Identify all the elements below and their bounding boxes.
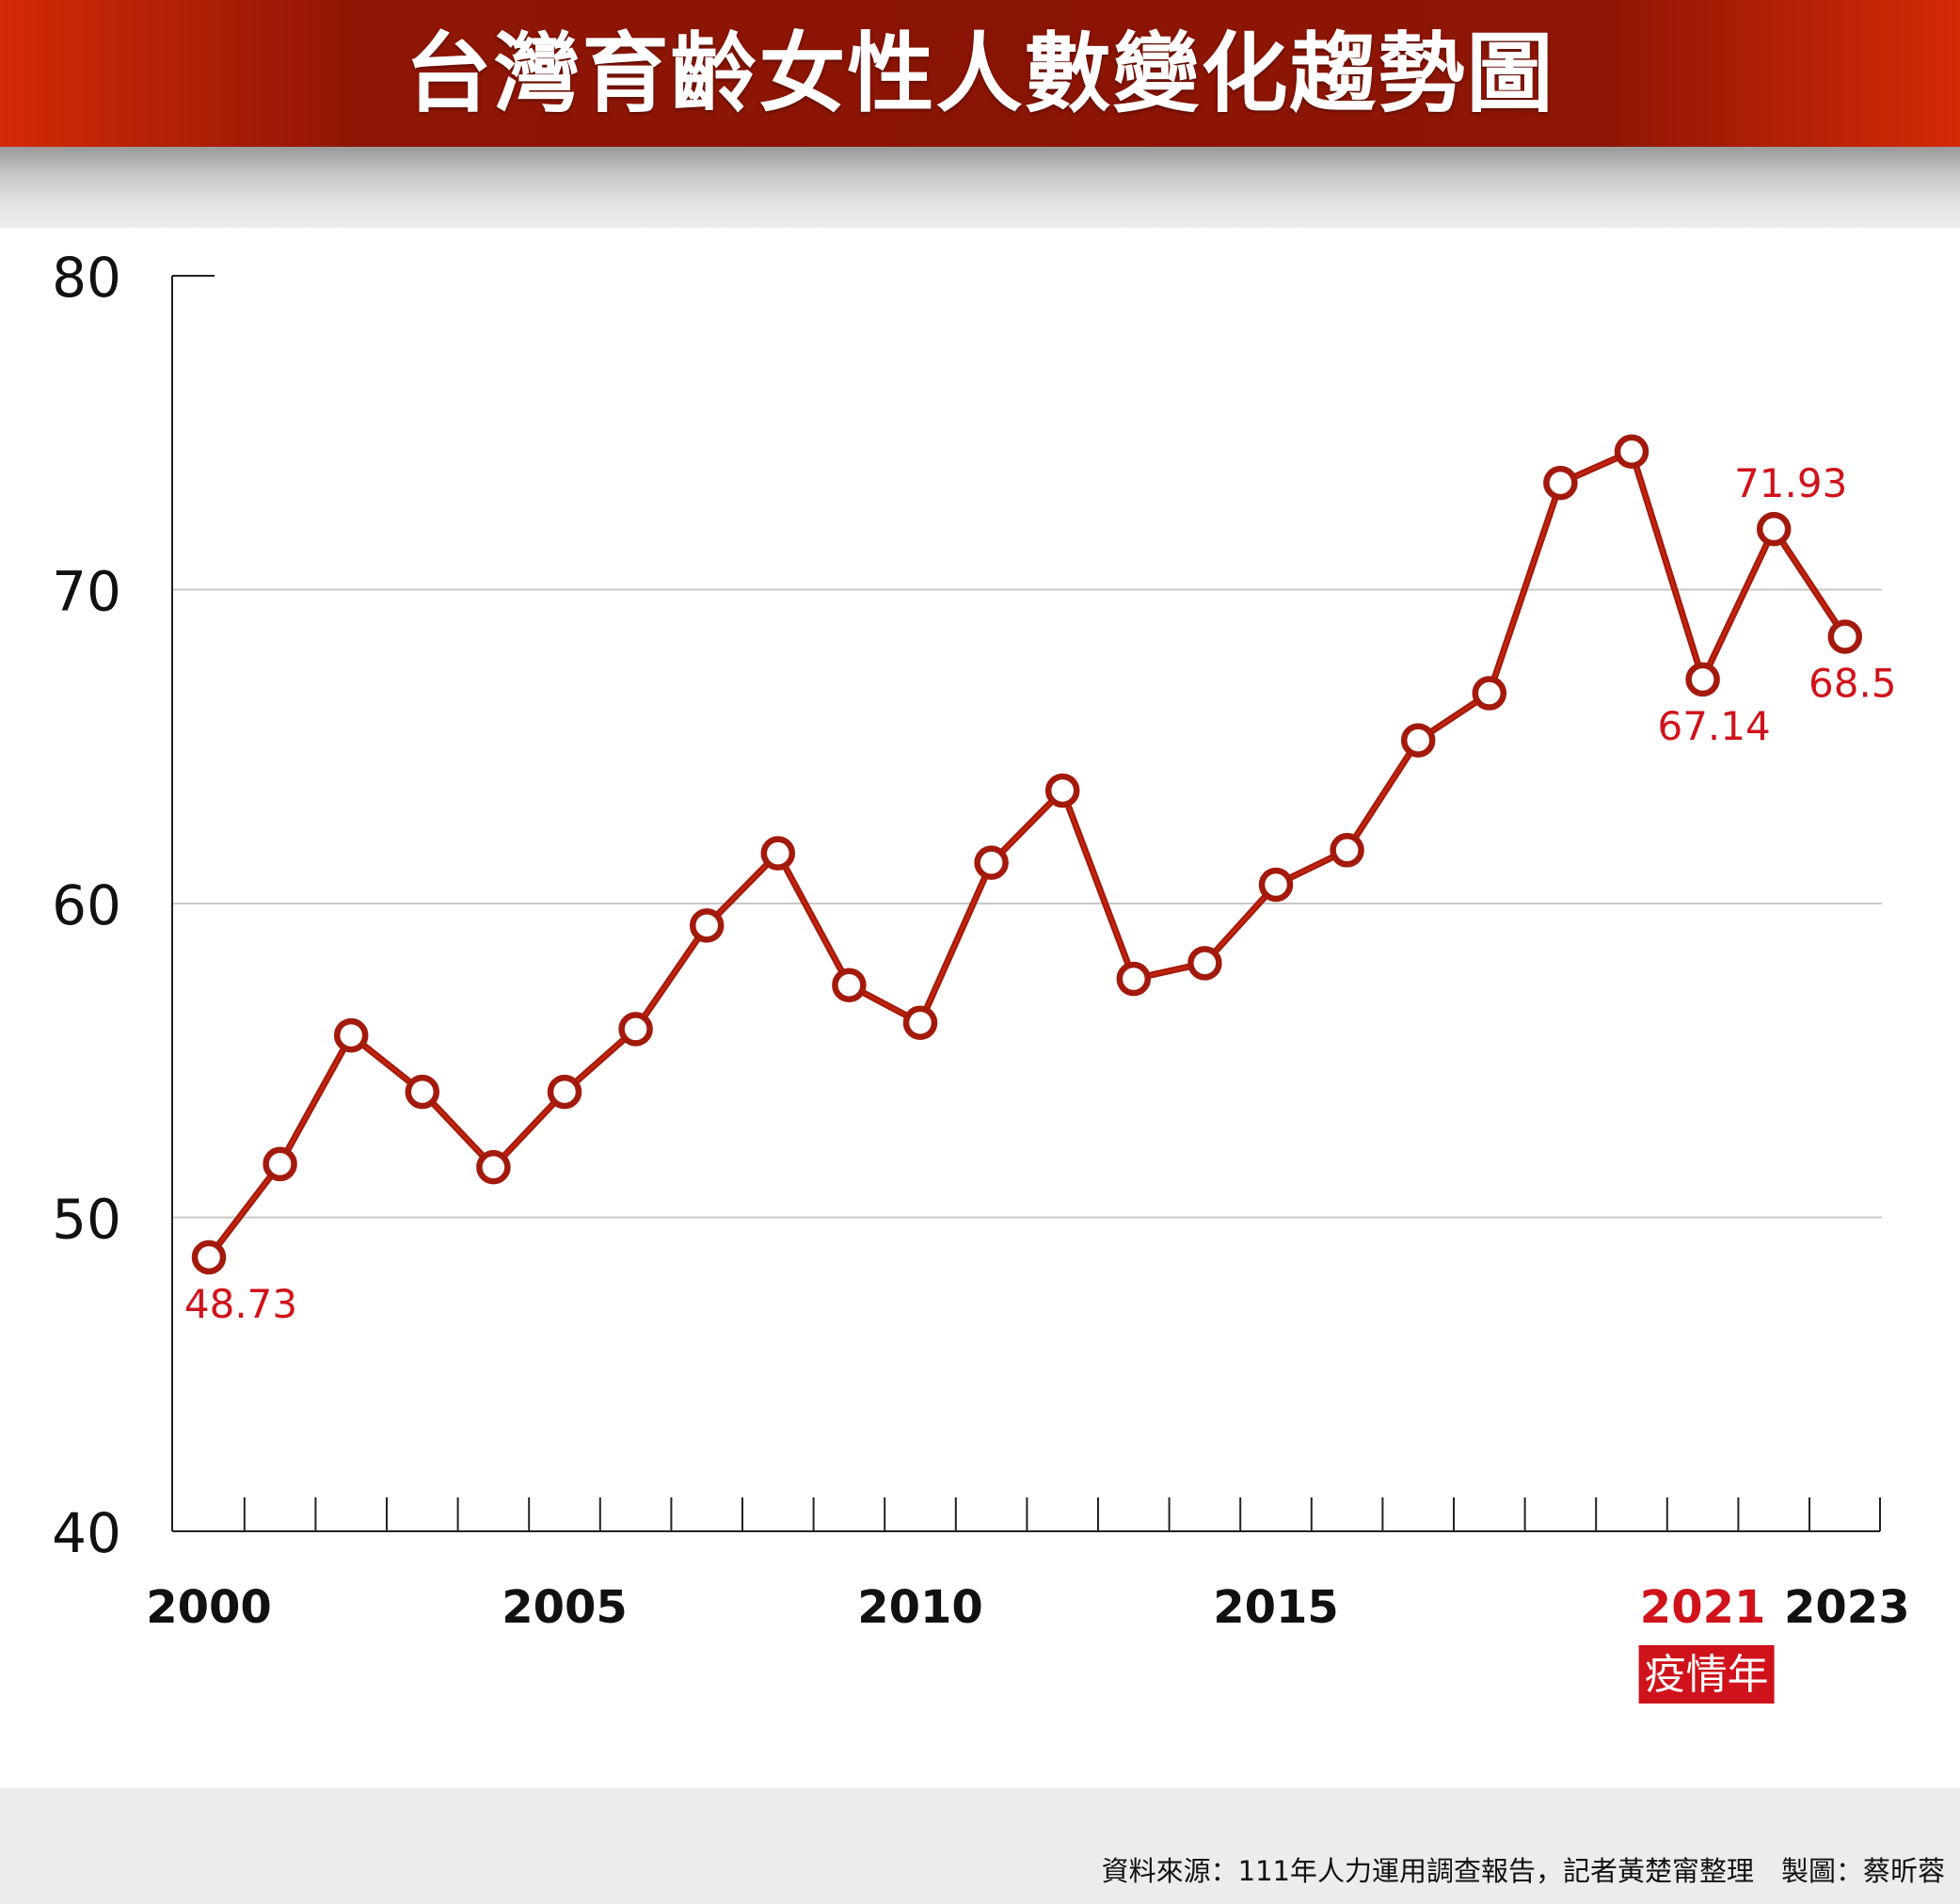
data-point-2002 [333, 1017, 369, 1053]
series-line-highlight [208, 450, 1846, 1258]
data-point-2004 [476, 1149, 511, 1185]
data-point-2021 [1685, 662, 1720, 697]
data-point-2005 [547, 1074, 582, 1110]
y-tick-label-70: 70 [52, 560, 121, 624]
x-tick-label-2021: 2021 [1640, 1581, 1766, 1634]
data-point-2017 [1400, 723, 1436, 758]
data-label-2021: 67.14 [1657, 703, 1770, 749]
data-point-2015 [1258, 867, 1294, 903]
data-point-2011 [974, 845, 1009, 880]
data-point-2006 [618, 1012, 653, 1047]
series-line [205, 448, 1849, 1261]
y-tick-label-50: 50 [52, 1188, 121, 1252]
data-point-2003 [405, 1074, 440, 1110]
x-tick-label-2010: 2010 [857, 1581, 983, 1634]
data-point-2013 [1116, 961, 1152, 997]
data-point-2020 [1614, 434, 1649, 470]
highlight-tag-box [1638, 1645, 1775, 1704]
data-point-2023 [1827, 619, 1863, 654]
x-tick-label-2000: 2000 [146, 1581, 272, 1634]
chart-panel: 40 50 60 70 80 2000 2005 2010 2015 2021 2023 疫情年 48.… [0, 228, 1960, 1788]
y-tick-label-80: 80 [52, 246, 121, 310]
source-note: 資料來源：111年人力運用調查報告，記者黃楚甯整理 製圖：蔡昕蓉 [1101, 1855, 1945, 1887]
x-tick-label-2015: 2015 [1213, 1581, 1339, 1634]
title-shadow [0, 147, 1960, 228]
data-point-2016 [1330, 833, 1364, 868]
data-label-2023: 68.5 [1809, 661, 1897, 707]
data-point-2000 [191, 1240, 227, 1275]
page-title: 台灣育齡女性人數變化趨勢圖 [405, 23, 1555, 124]
highlight-tag-label: 疫情年 [1645, 1651, 1769, 1699]
data-point-2007 [689, 908, 725, 943]
data-point-2014 [1187, 946, 1222, 981]
data-label-2022: 71.93 [1734, 460, 1847, 506]
data-point-2019 [1543, 465, 1578, 501]
data-label-2000: 48.73 [184, 1281, 297, 1327]
y-tick-label-40: 40 [52, 1501, 121, 1565]
data-point-2018 [1472, 676, 1507, 711]
data-point-2009 [832, 968, 867, 1002]
title-bar: 台灣育齡女性人數變化趨勢圖 [0, 0, 1960, 147]
data-point-2012 [1044, 773, 1080, 808]
data-point-2001 [263, 1146, 297, 1182]
x-tick-label-2005: 2005 [502, 1581, 628, 1634]
y-tick-label-60: 60 [52, 873, 121, 937]
data-point-2008 [760, 836, 796, 871]
data-point-2022 [1756, 511, 1792, 547]
line-chart: 40 50 60 70 80 2000 2005 2010 2015 2021 2023 疫情年 48.… [52, 246, 1910, 1704]
x-tick-label-2023: 2023 [1784, 1581, 1910, 1634]
data-point-2010 [902, 1005, 938, 1040]
